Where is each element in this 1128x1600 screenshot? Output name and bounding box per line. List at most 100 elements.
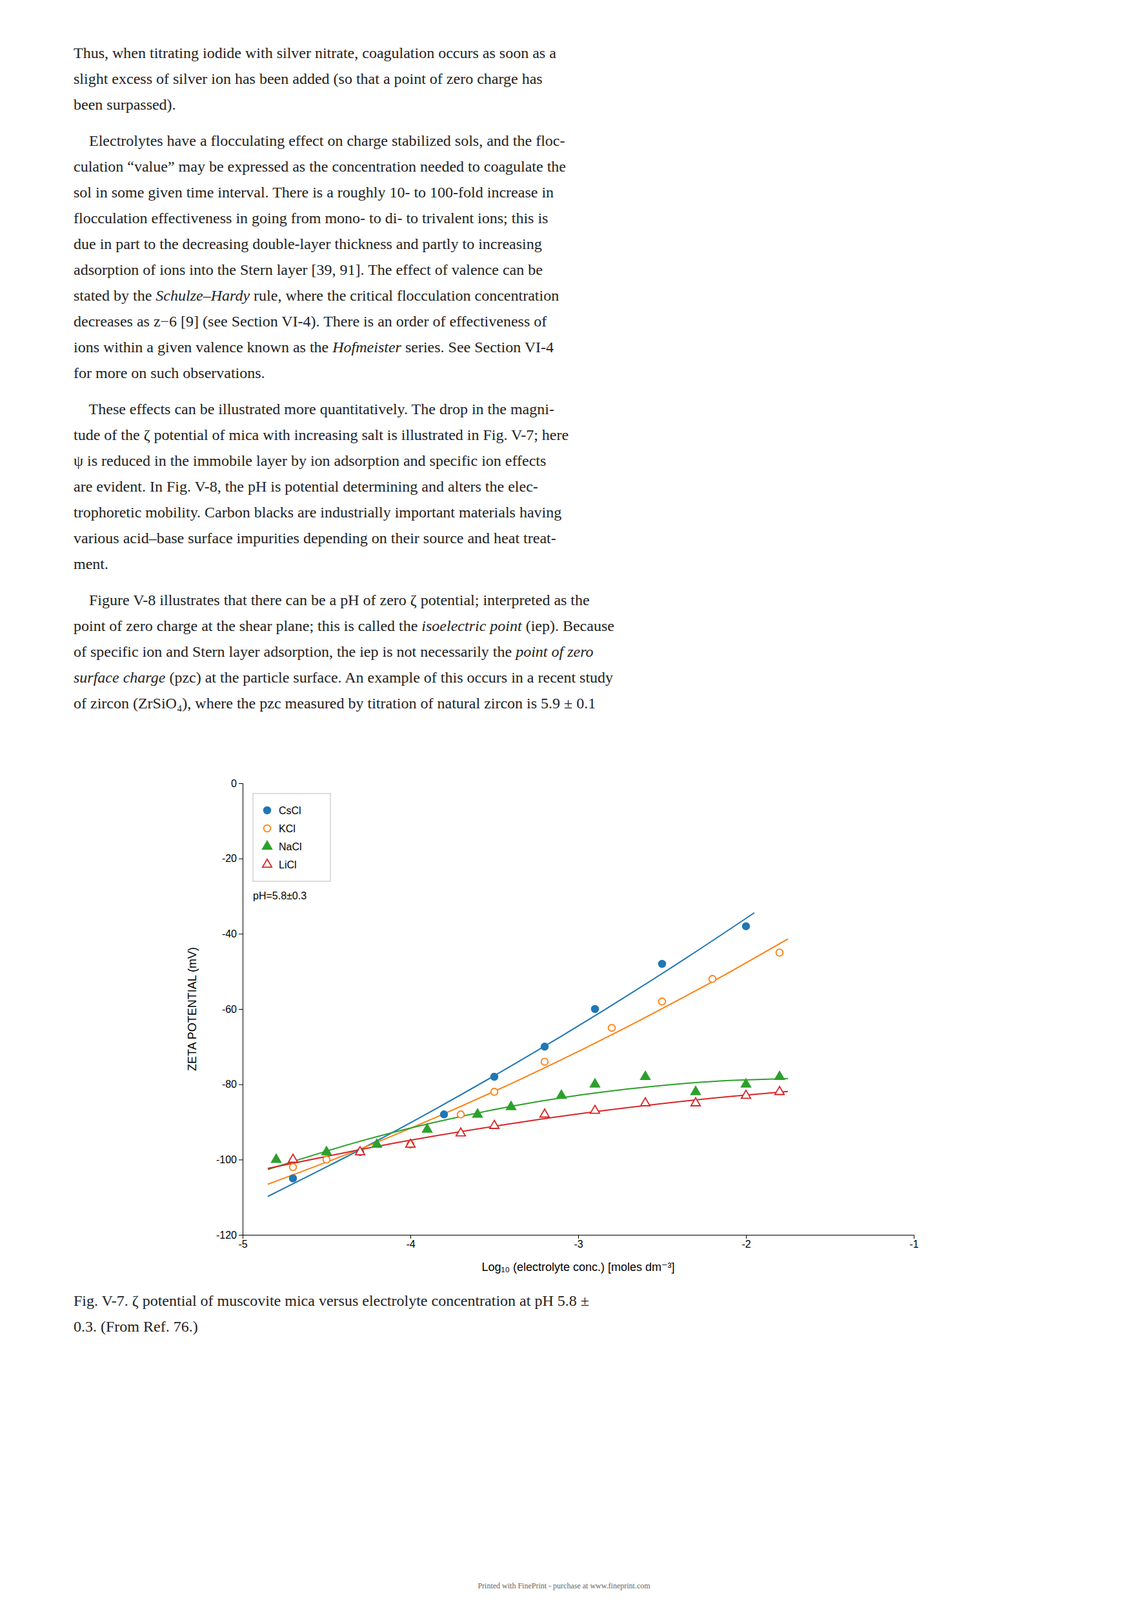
text-line: Electrolytes have a flocculating effect … [73,132,565,150]
x-tick-label: -1 [909,1238,919,1250]
y-axis-title: ZETA POTENTIAL (mV) [185,947,199,1072]
y-axis: 0-20-40-60-80-100-120 [216,778,244,1241]
text-line: trophoretic mobility. Carbon blacks are … [73,503,562,521]
x-tick-mark [745,1235,747,1239]
text-line: flocculation effectiveness in going from… [73,209,548,227]
y-tick: 0 [231,778,243,790]
point [691,1098,701,1107]
text-line: sol in some given time interval. There i… [73,183,554,201]
text-segment: series. See Section VI-4 [401,338,554,356]
x-tick-label: -5 [238,1238,248,1250]
point-series [289,949,784,1171]
point [775,1071,785,1080]
x-tick-mark [578,1235,579,1239]
y-tick-label: -60 [221,1004,237,1016]
point [323,1156,331,1164]
text-line: due in part to the decreasing double-lay… [73,235,543,253]
point [741,1090,751,1099]
text-line: These effects can be illustrated more qu… [73,400,555,418]
legend-entry: CsCl [263,805,302,817]
x-axis-title: Log₁₀ (electrolyte conc.) [moles dm⁻³] [481,1260,675,1274]
text-line: ions within a given valence known as the… [73,338,554,356]
marks [267,913,788,1198]
y-tick-mark [238,783,243,785]
point-series [289,922,750,1183]
x-tick: -2 [741,1235,751,1250]
legend-label: NaCl [278,841,303,853]
x-tick: -5 [238,1235,248,1250]
y-tick-mark [238,858,243,860]
caption-line: 0.3. (From Ref. 76.) [73,1318,199,1336]
legend-label: KCl [278,823,296,835]
point [556,1090,566,1099]
fit-lines [267,913,788,1198]
point-series [288,1086,785,1163]
point-series [271,1071,785,1163]
y-tick-label: -100 [216,1154,237,1166]
point [491,1073,499,1081]
y-tick: -40 [221,928,243,940]
y-tick: -20 [221,853,243,865]
y-tick-mark [238,1235,243,1236]
text-line: are evident. In Fig. V-8, the pH is pote… [73,478,539,495]
point [608,1024,616,1032]
legend-entry: LiCl [262,859,297,871]
x-tick-label: -3 [573,1238,583,1250]
y-tick: -100 [216,1154,243,1166]
point [658,960,666,968]
point [506,1101,516,1110]
text-segment: Hofmeister [331,338,402,356]
point [590,1078,600,1087]
y-tick-label: 0 [231,778,237,790]
y-tick-mark [238,1009,243,1010]
text-segment: point of zero [514,643,594,661]
point [372,1139,382,1148]
y-tick: -80 [221,1078,243,1090]
text-line: tude of the ζ potential of mica with inc… [73,426,569,444]
point [640,1071,650,1080]
point [691,1086,701,1095]
text-line: ψ is reduced in the immobile layer by io… [73,452,546,470]
legend-symbol [263,825,272,833]
text-line: Thus, when titrating iodide with silver … [73,44,557,62]
legend-symbol [262,859,272,868]
point [489,1120,499,1129]
point [540,1109,550,1118]
point [491,1088,499,1096]
annotation: pH=5.8±0.3 [252,890,307,902]
x-tick-mark [410,1235,412,1239]
point [776,949,784,957]
point [289,1164,297,1172]
fit-line [267,1078,788,1170]
x-tick: -1 [909,1235,919,1250]
text-line: adsorption of ions into the Stern layer … [73,261,543,279]
points [271,922,785,1183]
text-line: stated by the Schulze–Hardy rule, where … [73,287,559,304]
x-axis: -5-4-3-2-1 [238,1235,919,1250]
point [775,1086,785,1095]
point [709,975,717,983]
x-axis-line [243,1235,915,1240]
legend-entry: NaCl [262,841,303,853]
point [640,1098,650,1107]
point [590,1105,600,1114]
text-segment: stated by the [73,287,156,304]
fineprint: Printed with FinePrint - purchase at www… [477,1581,651,1591]
y-tick-mark [238,1159,243,1161]
text-segment: isoelectric point [421,617,523,635]
fit-line [267,1091,788,1169]
point [741,1078,751,1087]
text-segment: (pzc) at the particle surface. An exampl… [165,669,614,686]
page: Thus, when titrating iodide with silver … [0,0,1128,1600]
point [405,1139,415,1148]
point [457,1111,465,1119]
point [355,1146,365,1155]
text-line: been surpassed). [73,96,177,113]
legend-symbol [263,807,272,815]
text-segment: point of zero charge at the shear plane;… [73,617,422,635]
legend-frame [252,793,331,882]
y-tick-label: -40 [221,928,237,940]
text-line: culation “value” may be expressed as the… [73,158,566,175]
text-segment: rule, where the critical flocculation co… [249,287,559,304]
text-line: of zircon (ZrSiO₄), where the pzc measur… [73,694,596,712]
